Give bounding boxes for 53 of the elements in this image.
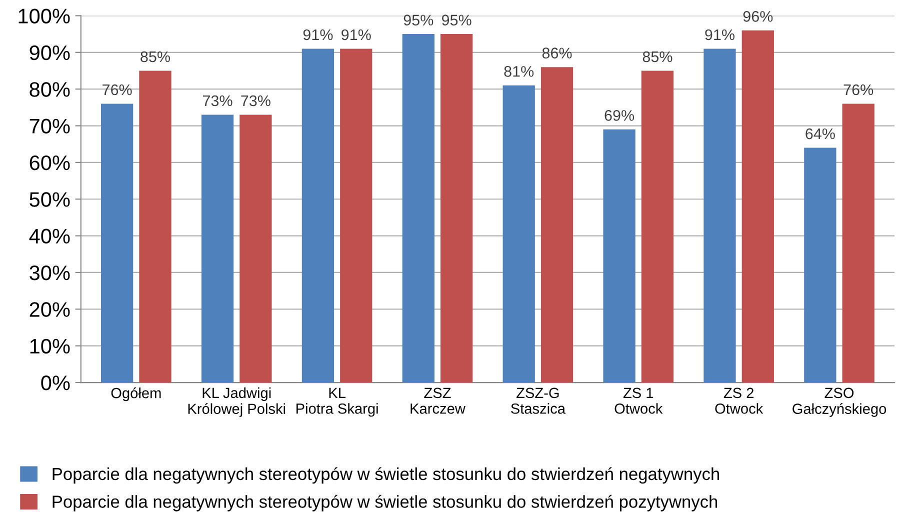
legend-label: Poparcie dla negatywnych stereotypów w świetle stosunku do stwierdzeń negatywnych bbox=[52, 467, 719, 484]
legend-label: Poparcie dla negatywnych stereotypów w świetle stosunku do stwierdzeń pozytywnych bbox=[52, 494, 718, 512]
data-label: 91% bbox=[705, 29, 734, 40]
bar bbox=[101, 104, 134, 383]
bar bbox=[201, 114, 234, 383]
data-label: 91% bbox=[342, 29, 371, 40]
data-label: 95% bbox=[442, 14, 472, 26]
data-label: 64% bbox=[806, 128, 835, 140]
y-tick-label: 90% bbox=[30, 45, 70, 60]
x-tick-label: ZSZ-G Staszica bbox=[511, 388, 566, 414]
y-tick-label: 80% bbox=[30, 82, 70, 97]
data-label: 73% bbox=[203, 95, 232, 106]
y-tick-label: 70% bbox=[30, 118, 70, 134]
x-tick-label: KL Jadwigi Królowej Polski bbox=[188, 387, 286, 417]
y-tick-label: 30% bbox=[30, 265, 70, 280]
data-label: 96% bbox=[743, 11, 773, 22]
data-label: 76% bbox=[102, 84, 132, 96]
data-label: 69% bbox=[604, 110, 634, 121]
x-tick-label: ZS 1 Otwock bbox=[614, 388, 663, 414]
x-tick-label: ZSZ Karczew bbox=[410, 388, 466, 414]
bar bbox=[502, 85, 535, 383]
bar bbox=[804, 148, 836, 383]
y-tick-label: 40% bbox=[29, 228, 70, 244]
y-tick-label: 0% bbox=[41, 376, 70, 390]
y-tick-label: 100% bbox=[18, 8, 70, 24]
x-tick-label: KL Piotra Skargi bbox=[296, 388, 378, 417]
data-label: 85% bbox=[140, 51, 170, 62]
data-label: 81% bbox=[504, 66, 534, 77]
x-tick-label: Ogółem bbox=[111, 387, 161, 402]
bar bbox=[540, 67, 574, 383]
data-label: 85% bbox=[642, 51, 672, 62]
data-label: 95% bbox=[404, 14, 434, 26]
bar bbox=[139, 70, 172, 383]
y-tick-label: 60% bbox=[30, 155, 70, 170]
y-tick-label: 20% bbox=[30, 302, 70, 317]
bar bbox=[603, 129, 636, 383]
x-tick-label: ZSO Gałczyńskiego bbox=[792, 388, 886, 417]
data-label: 86% bbox=[542, 48, 572, 58]
data-label: 73% bbox=[241, 95, 270, 106]
data-label: 91% bbox=[303, 29, 333, 40]
bar bbox=[742, 30, 774, 383]
data-label: 76% bbox=[844, 84, 874, 96]
bar bbox=[340, 48, 372, 383]
bar bbox=[440, 34, 473, 383]
bar bbox=[641, 70, 674, 383]
bar bbox=[302, 48, 334, 383]
bar bbox=[402, 34, 434, 383]
y-tick-label: 10% bbox=[30, 338, 70, 354]
x-tick-label: ZS 2 Otwock bbox=[715, 388, 764, 414]
bar bbox=[842, 104, 874, 383]
y-tick-label: 50% bbox=[30, 192, 70, 207]
bar bbox=[240, 114, 272, 383]
bar bbox=[704, 48, 736, 383]
